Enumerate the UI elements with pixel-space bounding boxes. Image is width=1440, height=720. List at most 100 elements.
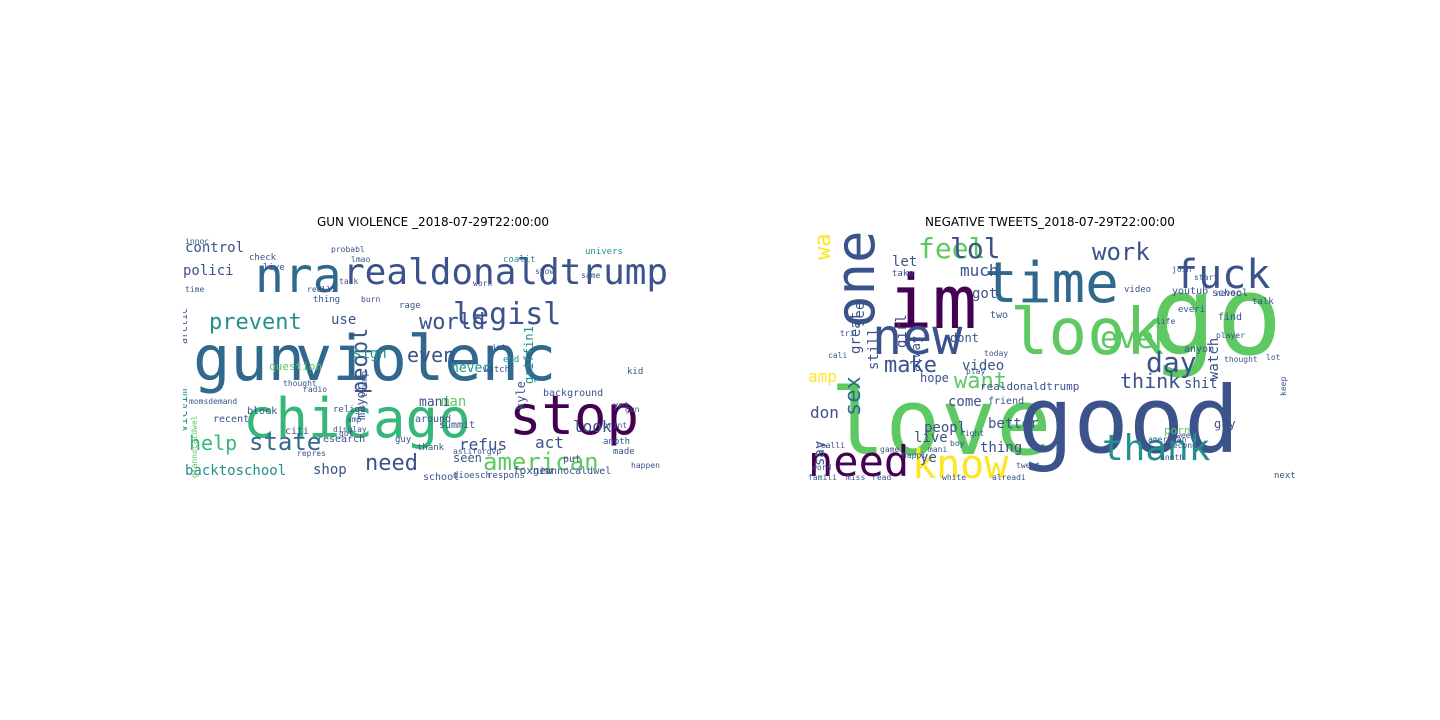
negative-tweets-word-shit: shit — [1184, 376, 1218, 392]
gun-violence-word-time: time — [185, 285, 204, 294]
gun-violence-word-giannocaldwel: giannocaldwel — [533, 466, 611, 477]
gun-violence-word-innoc: innoc — [185, 237, 209, 246]
gun-violence-word-live: live — [263, 263, 285, 273]
gun-violence-word-anyth: anyth — [183, 392, 185, 416]
gun-violence-word-control: control — [185, 240, 244, 256]
negative-tweets-word-even: even — [1100, 321, 1172, 356]
negative-tweets-word-sex: sex — [841, 376, 866, 416]
gun-violence-word-thing: thing — [313, 295, 340, 305]
negative-tweets-word-boy: boy — [950, 439, 965, 448]
negative-tweets-word-anyon: anyon — [1184, 344, 1214, 355]
gun-violence-word-burn: burn — [361, 295, 380, 304]
negative-tweets-word-realdonaldtrump: realdonaldtrump — [980, 380, 1079, 393]
gun-violence-word-rage: rage — [399, 301, 421, 311]
negative-tweets-word-thank: thank — [1102, 428, 1211, 469]
negative-tweets-word-alreadi: alreadi — [992, 473, 1026, 482]
negative-tweets-word-girl: girl — [894, 314, 910, 348]
negative-tweets-word-two: two — [990, 310, 1008, 321]
gun-violence-word-print: print — [603, 421, 627, 430]
negative-tweets-word-think: think — [1120, 369, 1180, 393]
gun-violence-word-thank: thank — [417, 443, 445, 453]
gun-violence-word-mani: mani — [419, 395, 450, 410]
gun-violence-word-univers: univers — [585, 247, 623, 257]
negative-tweets-word-day: day — [1146, 346, 1197, 379]
negative-tweets-word-got: got — [972, 286, 997, 302]
gun-violence-word-man: man — [441, 394, 466, 410]
negative-tweets-word-still: still — [866, 328, 882, 370]
gun-violence-word-lmao: lmao — [351, 255, 370, 264]
negative-tweets-word-better: better — [988, 416, 1039, 432]
negative-tweets-word-white: white — [942, 473, 966, 482]
negative-tweets-word-video: video — [1124, 285, 1151, 295]
gun-violence-word-use: use — [331, 312, 356, 328]
negative-tweets-word-read: read — [872, 473, 891, 482]
negative-tweets-word-fuck: fuck — [1174, 252, 1270, 298]
negative-tweets-word-mani: mani — [928, 445, 947, 454]
gun-violence-word-polici: polici — [183, 263, 234, 279]
negative-tweets-word-join: join — [1172, 265, 1191, 274]
negative-tweets-word-see: see — [852, 302, 868, 327]
negative-tweets-word-much: much — [960, 261, 999, 280]
gun-violence-word-legisl: legisl — [453, 297, 561, 332]
negative-tweets-word-word: word — [812, 463, 831, 472]
negative-tweets-word-lot: lot — [1266, 353, 1281, 362]
negative-tweets-word-famili: famili — [808, 473, 837, 482]
gun-violence-word-kyle: kyle — [514, 381, 528, 410]
negative-tweets-word-player: player — [1216, 331, 1245, 340]
negative-tweets-word-lol: lol — [950, 232, 1001, 265]
negative-tweets-word-porn: porn — [1164, 424, 1191, 437]
gun-violence-word-guy: guy — [395, 435, 412, 445]
gun-violence-word-display: display — [333, 425, 367, 434]
gun-violence-word-giannocaldwel: giannocaldwel — [190, 415, 199, 478]
gun-violence-word-foxnew: foxnew — [513, 464, 553, 477]
gun-violence-word-victim: victim — [183, 389, 190, 432]
gun-violence-word-shop: shop — [313, 462, 347, 478]
gun-violence-word-background: background — [543, 388, 603, 399]
negative-tweets-word-one: one — [824, 232, 887, 328]
gun-violence-word-radio: radio — [303, 385, 327, 394]
wordcloud-negative-tweets: love good go im time look new one fuck work need kn… — [800, 232, 1300, 482]
negative-tweets-word-dont: dont — [950, 331, 979, 345]
gun-violence-word-chicago: chicago — [243, 387, 471, 450]
gun-violence-word-act: act — [535, 433, 564, 452]
gun-violence-word-question: question — [269, 360, 322, 373]
gun-violence-word-thought: thought — [283, 379, 317, 388]
negative-tweets-word-new: new — [872, 308, 963, 366]
negative-tweets-word-video: video — [962, 358, 1004, 374]
gun-violence-word-aint: aint — [487, 343, 506, 352]
gun-violence-word-made: made — [613, 447, 635, 457]
gun-violence-word-block: block — [247, 406, 277, 417]
negative-tweets-word-amp: amp — [808, 367, 837, 386]
gun-violence-word-happen: happen — [631, 461, 660, 470]
gun-violence-word-seen: seen — [453, 451, 482, 465]
negative-tweets-word-realli: realli — [816, 441, 845, 450]
gun-violence-word-talk: talk — [339, 277, 358, 286]
negative-tweets-word-never: never — [1216, 289, 1240, 298]
gun-violence-word-watch: watch — [483, 365, 510, 375]
gun-violence-word-momsdemand: momsdemand — [189, 397, 237, 406]
gun-violence-word-even: even — [407, 343, 455, 367]
gun-violence-word-realli: realli — [307, 285, 336, 294]
gun-violence-word-amp: amp — [347, 415, 362, 424]
chart-title-gun-violence: GUN VIOLENCE _2018-07-29T22:00:00 — [316, 215, 550, 229]
negative-tweets-word-make: make — [884, 353, 937, 378]
gun-violence-word-same: same — [581, 271, 600, 280]
gun-violence-word-arctic: arctic — [183, 308, 190, 344]
negative-tweets-word-everi: everi — [1178, 305, 1205, 315]
negative-tweets-word-want: want — [954, 369, 1007, 394]
negative-tweets-word-watch: watch — [1206, 338, 1222, 380]
gun-violence-word-anoth: anoth — [603, 437, 630, 447]
negative-tweets-word-hope: hope — [920, 371, 949, 385]
negative-tweets-word-talk: talk — [1252, 297, 1274, 307]
negative-tweets-word-don: don — [810, 403, 839, 422]
gun-violence-word-sign: sign — [353, 346, 387, 362]
negative-tweets-word-say: say — [812, 441, 828, 466]
negative-tweets-word-love: love — [830, 369, 1052, 476]
gun-violence-word-put: put — [563, 454, 581, 465]
negative-tweets-word-find: find — [1218, 312, 1242, 323]
gun-violence-word-need: need — [365, 451, 418, 476]
negative-tweets-word-keep: keep — [1279, 377, 1288, 396]
negative-tweets-word-feel: feel — [918, 232, 985, 265]
